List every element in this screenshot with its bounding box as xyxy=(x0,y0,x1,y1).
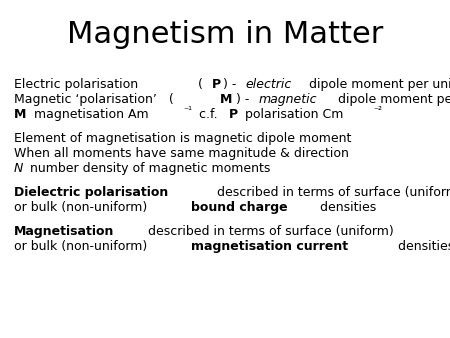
Text: densities: densities xyxy=(394,240,450,253)
Text: or bulk (non-uniform): or bulk (non-uniform) xyxy=(14,240,151,253)
Text: ) -: ) - xyxy=(236,93,253,106)
Text: Electric polarisation: Electric polarisation xyxy=(14,78,138,91)
Text: dipole moment per unit vol.: dipole moment per unit vol. xyxy=(305,78,450,91)
Text: Magnetism in Matter: Magnetism in Matter xyxy=(67,20,383,49)
Text: ⁻²: ⁻² xyxy=(373,106,382,117)
Text: P: P xyxy=(212,78,220,91)
Text: Element of magnetisation is magnetic dipole moment: Element of magnetisation is magnetic dip… xyxy=(14,132,360,145)
Text: described in terms of surface (uniform): described in terms of surface (uniform) xyxy=(144,225,393,238)
Text: Dielectric polarisation: Dielectric polarisation xyxy=(14,186,168,199)
Text: M: M xyxy=(220,93,233,106)
Text: When all moments have same magnitude & direction: When all moments have same magnitude & d… xyxy=(14,147,353,160)
Text: Magnetic ‘polarisation’   (: Magnetic ‘polarisation’ ( xyxy=(14,93,174,106)
Text: densities: densities xyxy=(316,201,376,214)
Text: bound charge: bound charge xyxy=(191,201,288,214)
Text: magnetisation Am: magnetisation Am xyxy=(30,108,148,121)
Text: dipole moment per unit vol.: dipole moment per unit vol. xyxy=(334,93,450,106)
Text: P: P xyxy=(229,108,238,121)
Text: magnetisation current: magnetisation current xyxy=(191,240,348,253)
Text: ⁻¹: ⁻¹ xyxy=(183,106,192,117)
Text: N: N xyxy=(14,162,23,175)
Text: c.f.: c.f. xyxy=(195,108,221,121)
Text: or bulk (non-uniform): or bulk (non-uniform) xyxy=(14,201,151,214)
Text: electric: electric xyxy=(246,78,292,91)
Text: polarisation Cm: polarisation Cm xyxy=(241,108,343,121)
Text: (: ( xyxy=(174,78,203,91)
Text: ) -: ) - xyxy=(223,78,241,91)
Text: Magnetisation: Magnetisation xyxy=(14,225,114,238)
Text: number density of magnetic moments: number density of magnetic moments xyxy=(26,162,270,175)
Text: magnetic: magnetic xyxy=(258,93,317,106)
Text: M: M xyxy=(14,108,27,121)
Text: described in terms of surface (uniform): described in terms of surface (uniform) xyxy=(213,186,450,199)
